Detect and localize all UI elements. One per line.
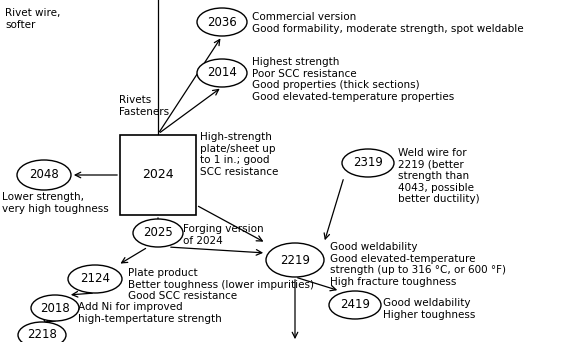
Text: 2218: 2218 [27,329,57,342]
Text: Highest strength
Poor SCC resistance
Good properties (thick sections)
Good eleva: Highest strength Poor SCC resistance Goo… [252,57,454,102]
FancyBboxPatch shape [120,135,196,215]
Ellipse shape [342,149,394,177]
Text: 2319: 2319 [353,157,383,170]
Text: Lower strength,
very high toughness: Lower strength, very high toughness [2,192,109,214]
Text: 2036: 2036 [207,15,237,28]
Text: Rivets
Fasteners: Rivets Fasteners [119,95,169,117]
Text: 2024: 2024 [142,169,174,182]
Text: Good weldability
Good elevated-temperature
strength (up to 316 °C, or 600 °F)
Hi: Good weldability Good elevated-temperatu… [330,242,506,287]
Text: 2018: 2018 [40,302,70,315]
Ellipse shape [31,295,79,321]
Text: Forging version
of 2024: Forging version of 2024 [183,224,263,246]
Ellipse shape [133,219,183,247]
Text: 2048: 2048 [29,169,59,182]
Ellipse shape [266,243,324,277]
Text: Good weldability
Higher toughness: Good weldability Higher toughness [383,298,475,320]
Text: 2219: 2219 [280,253,310,266]
Text: 2124: 2124 [80,273,110,286]
Text: Weld wire for
2219 (better
strength than
4043, possible
better ductility): Weld wire for 2219 (better strength than… [398,148,479,205]
Text: 2419: 2419 [340,299,370,312]
Ellipse shape [329,291,381,319]
Text: Add Ni for improved
high-tempertature strength: Add Ni for improved high-tempertature st… [78,302,222,324]
Ellipse shape [197,59,247,87]
Text: Rivet wire,
softer: Rivet wire, softer [5,8,60,30]
Text: High-strength
plate/sheet up
to 1 in.; good
SCC resistance: High-strength plate/sheet up to 1 in.; g… [200,132,278,177]
Text: 2025: 2025 [143,226,173,239]
Text: Plate product
Better toughness (lower impurities)
Good SCC resistance: Plate product Better toughness (lower im… [128,268,314,301]
Text: Commercial version
Good formability, moderate strength, spot weldable: Commercial version Good formability, mod… [252,12,524,34]
Ellipse shape [68,265,122,293]
Ellipse shape [197,8,247,36]
Ellipse shape [17,160,71,190]
Text: 2014: 2014 [207,66,237,79]
Ellipse shape [18,322,66,342]
